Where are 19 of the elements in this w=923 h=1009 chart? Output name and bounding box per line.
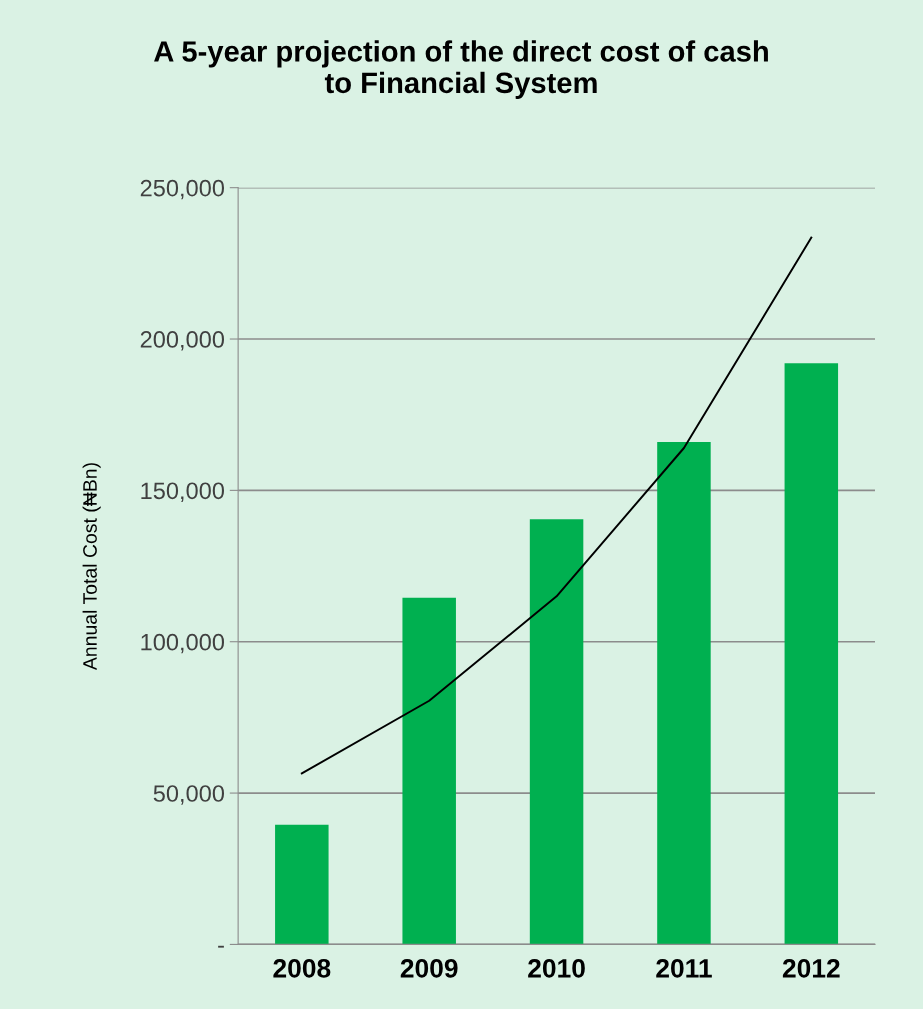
bar: [657, 441, 711, 945]
chart-title: A 5-year projection of the direct cost of cash to Financial System: [154, 40, 768, 99]
x-tick-label: 2009: [400, 959, 458, 978]
y-tick-label: -: [218, 945, 224, 948]
line-series: [300, 236, 813, 775]
bar: [402, 597, 456, 945]
y-tick-label: 200,000: [140, 331, 225, 351]
x-tick-label: 2012: [782, 959, 840, 978]
x-tick-label: 2008: [273, 959, 331, 978]
y-tick-label: 150,000: [141, 482, 225, 502]
bar: [529, 519, 584, 945]
y-axis-title: Annual Total Cost (₦Bn): [82, 463, 101, 671]
bar: [275, 824, 329, 945]
y-tick-label: 100,000: [141, 633, 225, 654]
bar: [784, 363, 839, 945]
x-tick-label: 2011: [656, 959, 712, 978]
y-tick-label: 50,000: [153, 785, 225, 805]
x-tick-label: 2010: [528, 959, 585, 978]
y-tick-label: 250,000: [140, 179, 225, 200]
